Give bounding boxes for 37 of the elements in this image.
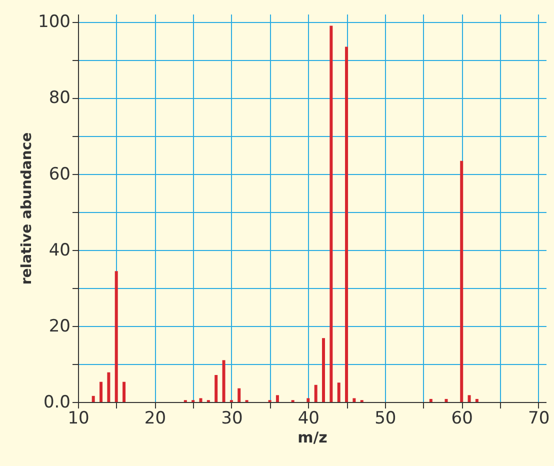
- bar: [122, 382, 126, 402]
- bar: [314, 384, 318, 402]
- x-tick-label: 30: [221, 408, 243, 428]
- bar: [306, 398, 310, 402]
- bar: [444, 398, 448, 402]
- bar: [322, 338, 326, 402]
- y-tick-label: 60: [48, 164, 70, 184]
- y-tick-label: 0.0: [43, 392, 70, 412]
- x-tick-label: 70: [528, 408, 550, 428]
- bar: [460, 160, 464, 402]
- x-tick-label: 20: [144, 408, 166, 428]
- x-tick-label: 10: [68, 408, 90, 428]
- x-tick-label: 60: [451, 408, 473, 428]
- x-axis-title: m/z: [298, 428, 328, 446]
- bar: [222, 360, 226, 402]
- y-axis-title: relative abundance: [19, 132, 36, 285]
- x-tick-label: 40: [298, 408, 320, 428]
- bar: [468, 395, 471, 402]
- bar: [337, 382, 340, 402]
- y-tick-label: 40: [48, 240, 70, 260]
- bar: [352, 398, 356, 402]
- x-tick-label: 50: [374, 408, 396, 428]
- y-tick-label: 100: [38, 12, 70, 32]
- bar: [100, 382, 103, 402]
- bar: [214, 374, 218, 402]
- bar: [238, 388, 241, 402]
- bar: [345, 46, 348, 402]
- bar: [330, 26, 333, 402]
- bar: [92, 396, 95, 402]
- bar: [429, 398, 432, 402]
- bar: [276, 395, 279, 402]
- bar: [107, 372, 110, 402]
- bar: [475, 398, 478, 402]
- bar: [199, 398, 202, 402]
- bar: [114, 271, 118, 402]
- y-tick-label: 20: [48, 316, 70, 336]
- y-tick-label: 80: [48, 88, 70, 108]
